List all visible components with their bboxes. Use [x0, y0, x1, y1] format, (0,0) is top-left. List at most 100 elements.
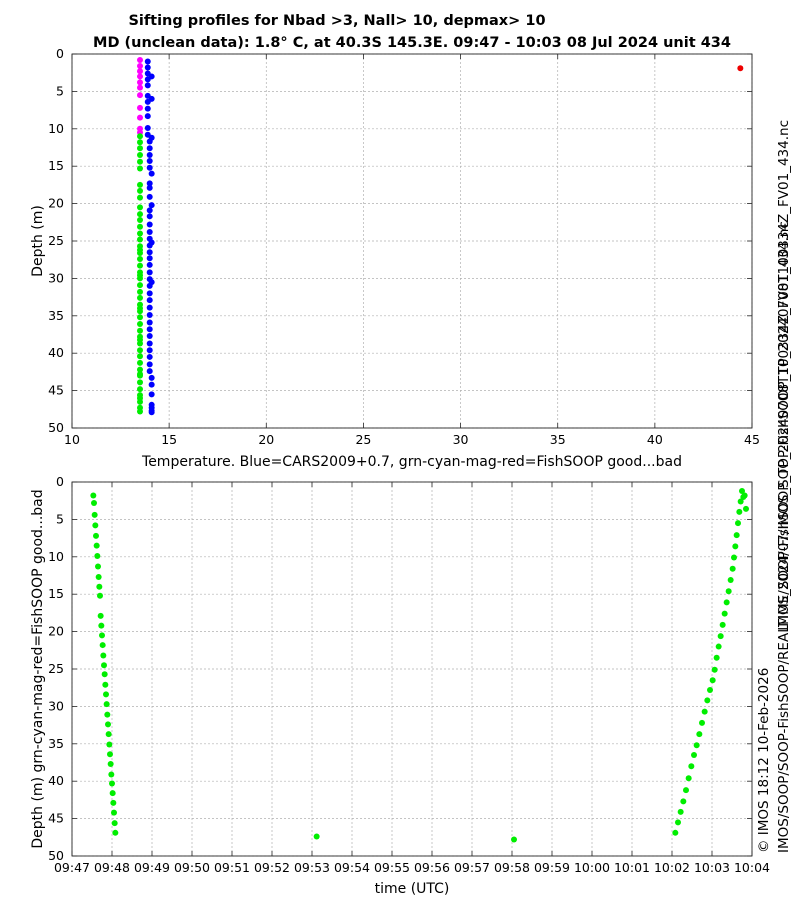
y-tick-label: 0: [56, 474, 64, 489]
data-point: [108, 771, 115, 778]
side-filename: IMOS_SOOP-FishSOOP_TP_20240708T100334Z_F…: [776, 221, 792, 631]
y-tick-label: 25: [48, 233, 64, 248]
x-tick-label: 09:56: [414, 860, 450, 875]
chart-title-line1: Sifting profiles for Nbad >3, Nall> 10, …: [128, 13, 545, 29]
y-tick-label: 45: [48, 811, 64, 826]
data-point: [146, 213, 153, 220]
data-point: [144, 105, 151, 112]
data-point: [675, 819, 681, 826]
data-point: [144, 58, 151, 65]
data-point: [146, 164, 153, 171]
y-tick-label: 45: [48, 383, 64, 398]
x-tick-label: 30: [453, 432, 469, 447]
data-point: [101, 662, 107, 669]
y-tick-label: 10: [48, 121, 64, 136]
data-point: [137, 151, 143, 158]
y-tick-label: 20: [48, 196, 64, 211]
x-tick-label: 09:48: [94, 860, 130, 875]
data-point: [91, 511, 98, 518]
data-point: [137, 236, 143, 243]
data-point: [146, 353, 153, 360]
x-tick-label: 09:58: [494, 860, 530, 875]
data-point: [137, 359, 143, 366]
data-point: [137, 294, 143, 301]
data-point: [137, 262, 143, 269]
data-point: [137, 321, 143, 328]
data-point: [137, 79, 143, 86]
data-point: [137, 204, 143, 211]
x-tick-label: 09:51: [214, 860, 250, 875]
y-tick-label: 25: [48, 661, 64, 676]
y-axis-label: Depth (m) grn-cyan-mag-red=FishSOOP good…: [30, 489, 46, 848]
data-point: [148, 374, 155, 381]
data-point: [92, 522, 99, 529]
x-tick-label: 09:54: [334, 860, 370, 875]
data-point: [731, 554, 737, 561]
y-tick-label: 15: [48, 158, 64, 173]
data-point: [146, 249, 153, 256]
data-point: [137, 56, 143, 63]
data-point: [743, 505, 749, 512]
data-point: [146, 326, 153, 333]
data-point: [90, 492, 97, 499]
data-point: [677, 808, 684, 815]
data-point: [137, 288, 143, 295]
data-point: [701, 708, 708, 715]
data-point: [148, 391, 155, 398]
y-tick-label: 10: [48, 549, 64, 564]
data-point: [691, 752, 697, 759]
y-tick-label: 40: [48, 773, 64, 788]
data-point: [112, 829, 119, 836]
data-point: [100, 652, 107, 659]
data-point: [144, 64, 151, 71]
data-point: [97, 612, 104, 619]
x-axis-label: time (UTC): [375, 881, 450, 897]
data-point: [688, 763, 695, 770]
data-point: [148, 381, 155, 388]
data-point: [98, 622, 105, 629]
data-point: [146, 332, 153, 339]
data-point: [137, 379, 143, 386]
data-point: [693, 742, 700, 749]
data-point: [739, 487, 745, 494]
data-point: [137, 114, 143, 121]
data-point: [146, 207, 153, 214]
data-point: [137, 246, 143, 253]
data-point: [144, 113, 151, 120]
data-point: [137, 133, 143, 140]
data-point: [111, 820, 118, 827]
data-point: [146, 297, 153, 304]
data-point: [313, 833, 320, 840]
y-axis-label: Depth (m): [30, 205, 46, 277]
data-point: [146, 312, 153, 319]
data-point: [93, 532, 99, 539]
x-tick-label: 09:59: [534, 860, 570, 875]
data-point: [137, 217, 143, 224]
data-point: [99, 632, 105, 639]
data-point: [137, 314, 143, 321]
data-point: [713, 654, 720, 661]
x-tick-label: 09:52: [254, 860, 290, 875]
data-point: [137, 62, 143, 69]
data-point: [137, 395, 143, 402]
data-point: [146, 184, 153, 191]
data-point: [107, 751, 113, 758]
data-point: [148, 73, 155, 80]
data-point: [110, 799, 117, 806]
data-point: [146, 368, 153, 375]
data-point: [137, 187, 143, 194]
x-tick-label: 20: [258, 432, 274, 447]
data-point: [146, 347, 153, 354]
y-tick-label: 50: [48, 848, 64, 863]
y-tick-label: 40: [48, 345, 64, 360]
data-point: [137, 145, 143, 152]
data-point: [146, 180, 153, 187]
data-point: [683, 787, 689, 794]
data-point: [137, 158, 143, 165]
x-tick-label: 09:49: [134, 860, 170, 875]
data-point: [685, 775, 692, 782]
data-point: [707, 686, 713, 693]
data-point: [719, 621, 726, 628]
data-point: [137, 230, 143, 237]
